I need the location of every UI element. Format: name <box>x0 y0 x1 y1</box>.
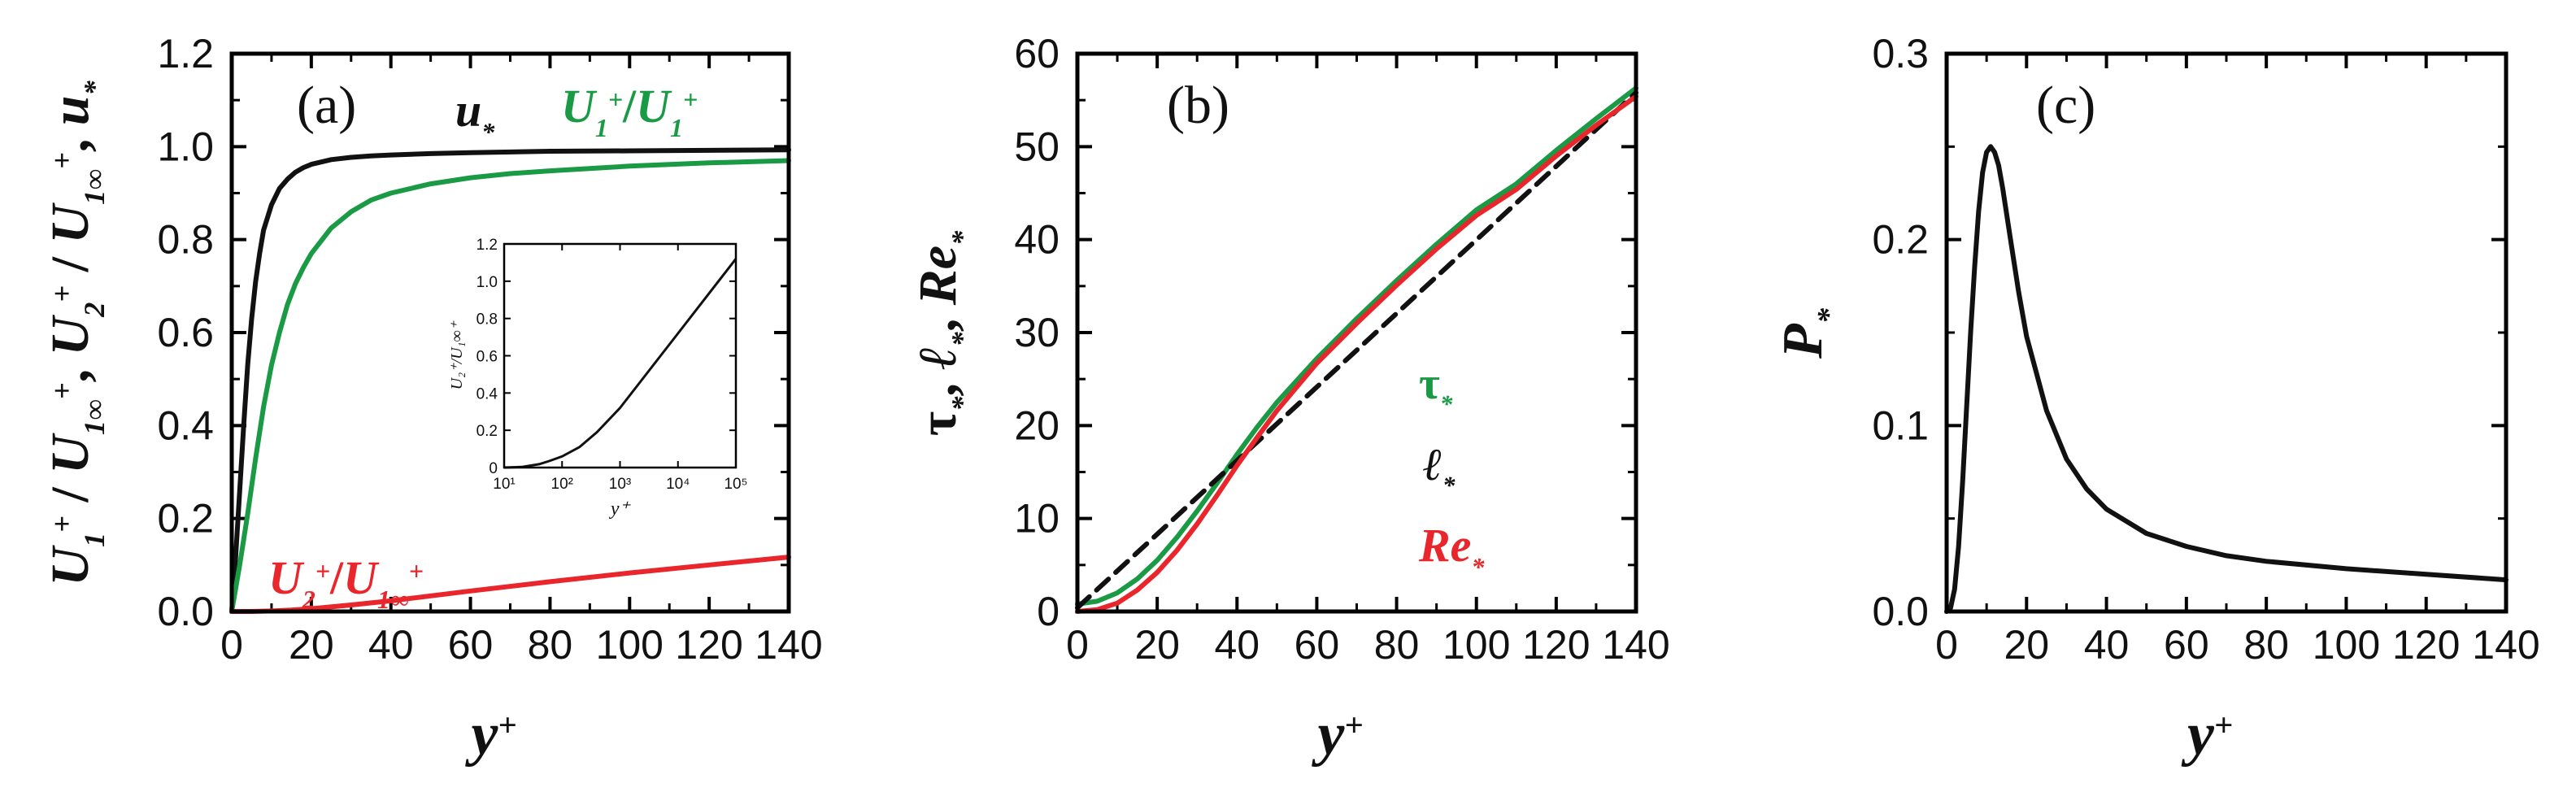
x-tick-label: 0 <box>220 622 243 668</box>
panel-label: (a) <box>297 76 356 135</box>
x-tick-label: 40 <box>2084 622 2130 668</box>
inset-x-tick-label: 10⁴ <box>666 476 690 493</box>
y-tick-label: 40 <box>1014 217 1060 263</box>
series-line-Re* <box>1075 94 1638 614</box>
x-tick-label: 40 <box>368 622 414 668</box>
y-tick-label: 60 <box>1014 31 1060 76</box>
y-tick-label: 0.3 <box>1872 31 1929 76</box>
inset-y-tick-label: 0 <box>489 460 498 477</box>
panel-b: 0 20 40 60 80 100 120 140 0 10 20 30 40 50 60 (b) y+ τ*, … <box>908 31 1670 768</box>
x-tick-label: 120 <box>2392 622 2460 668</box>
y-axis-title: P* <box>1772 307 1846 359</box>
series-line-τ* <box>1075 85 1638 607</box>
x-tick-label: 60 <box>1295 622 1340 668</box>
x-tick-label: 100 <box>1442 622 1510 668</box>
y-tick-label: 20 <box>1014 402 1060 448</box>
inset: 10¹ 10² 10³ 10⁴ 10⁵ 0 0.2 0.4 0.6 0.8 1.0 1.2 y⁺ U₂⁺/… <box>448 237 748 520</box>
y-tick-label: 30 <box>1014 310 1060 355</box>
x-tick-label: 100 <box>2313 622 2380 668</box>
series-line-U₁⁺/U₁∞⁺ <box>229 158 791 614</box>
x-axis-title: y+ <box>464 701 516 768</box>
x-tick-label: 100 <box>596 622 664 668</box>
x-tick-label: 80 <box>2243 622 2289 668</box>
x-tick-label: 120 <box>675 622 742 668</box>
legend-label-U2: U2+/U1∞+ <box>268 551 424 614</box>
inset-x-title: y⁺ <box>609 498 632 520</box>
x-tick-label: 20 <box>2004 622 2049 668</box>
y-tick-label: 0.8 <box>157 217 214 263</box>
inset-y-tick-label: 0.4 <box>476 385 498 402</box>
panel-c: 0 20 40 60 80 100 120 140 0.0 0.1 0.2 0.3 (c) y+ P* <box>1772 31 2540 768</box>
inset-x-tick-label: 10⁵ <box>724 476 747 493</box>
y-tick-label: 1.2 <box>157 31 214 76</box>
legend-label-tau: τ* <box>1419 359 1453 418</box>
series-line-u* <box>229 147 791 614</box>
legend-label-ell: ℓ* <box>1423 440 1456 499</box>
y-tick-label: 10 <box>1014 496 1060 542</box>
x-tick-label: 20 <box>1134 622 1180 668</box>
x-tick-label: 40 <box>1214 622 1260 668</box>
inset-series-line <box>503 258 738 469</box>
x-axis-title: y+ <box>1311 701 1363 768</box>
x-tick-label: 60 <box>448 622 494 668</box>
y-tick-label: 0.0 <box>157 589 214 634</box>
inset-x-tick-label: 10³ <box>609 476 631 493</box>
y-tick-label: 0.2 <box>1872 217 1929 263</box>
series-line-ℓ* <box>1075 90 1638 611</box>
y-tick-label: 0.6 <box>157 310 214 355</box>
y-tick-label: 0.2 <box>157 496 214 542</box>
x-tick-label: 80 <box>1374 622 1420 668</box>
inset-y-tick-label: 0.2 <box>476 423 498 440</box>
panel-label: (b) <box>1167 76 1229 135</box>
x-tick-label: 140 <box>2472 622 2539 668</box>
y-axis-title: U1+ / U1∞+, U2+ / U1∞+, u* <box>41 80 111 585</box>
x-axis-title: y+ <box>2181 701 2233 768</box>
inset-x-tick-label: 10² <box>551 476 573 493</box>
y-tick-label: 0.4 <box>157 402 214 448</box>
legend-label-u: u* <box>455 84 495 146</box>
plot-frame <box>1075 51 1638 614</box>
inset-y-tick-label: 1.2 <box>476 237 498 254</box>
legend-label-U1: U1+/U1+ <box>561 80 698 142</box>
inset-y-title: U₂⁺/U₁∞⁺ <box>448 320 466 389</box>
series-line-P* <box>1944 144 2509 614</box>
x-tick-label: 80 <box>528 622 573 668</box>
x-tick-label: 60 <box>2164 622 2209 668</box>
inset-y-tick-label: 1.0 <box>476 274 498 291</box>
inset-background <box>504 244 736 468</box>
y-tick-label: 1.0 <box>157 124 214 169</box>
x-tick-label: 140 <box>755 622 822 668</box>
x-tick-label: 20 <box>289 622 334 668</box>
plot-frame <box>1944 51 2509 614</box>
inset-y-tick-label: 0.8 <box>476 311 498 329</box>
x-tick-label: 0 <box>1935 622 1958 668</box>
y-axis-title: τ*, ℓ*, Re* <box>908 230 978 436</box>
y-tick-label: 50 <box>1014 124 1060 169</box>
legend-label-Re: Re* <box>1418 519 1485 581</box>
inset-x-tick-label: 10¹ <box>493 476 515 493</box>
y-tick-label: 0 <box>1037 589 1060 634</box>
inset-y-tick-label: 0.6 <box>476 349 498 366</box>
x-tick-label: 120 <box>1522 622 1590 668</box>
plot-frame <box>229 51 791 614</box>
x-tick-label: 140 <box>1602 622 1669 668</box>
panel-label: (c) <box>2036 76 2095 135</box>
inset-frame <box>503 242 738 469</box>
x-tick-label: 0 <box>1066 622 1089 668</box>
panel-a: 0 20 40 60 80 100 120 140 0.0 0.2 0.4 0.6 0.8 1.0 1.2 (… <box>41 31 823 768</box>
y-tick-label: 0.0 <box>1872 589 1929 634</box>
y-tick-label: 0.1 <box>1872 402 1929 448</box>
